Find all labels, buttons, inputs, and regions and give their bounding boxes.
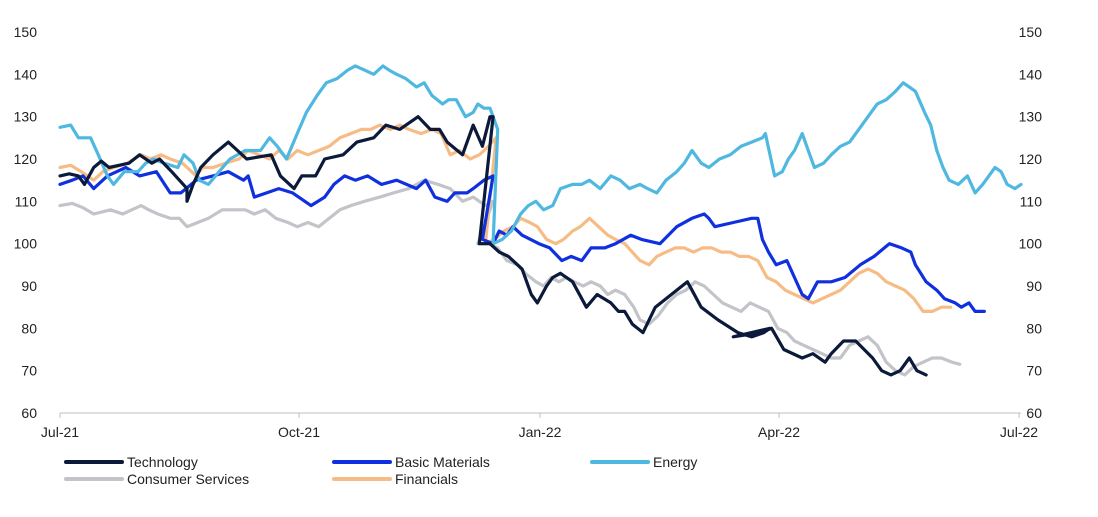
series-line-energy [58,64,1023,246]
y-tick-label-right: 130 [1019,109,1043,125]
x-tick-label: Jul-22 [1000,424,1038,440]
y-tick-label-right: 100 [1019,236,1043,252]
series-line-financials [58,123,953,313]
x-tick-label: Oct-21 [278,424,320,440]
series-line-basic-materials [58,165,986,313]
series-layer [58,64,1023,377]
axis-layer: 150 150 140 140 130 130 120 120 110 110 100 100 90 90… [14,24,1043,440]
y-tick-label-right: 140 [1019,66,1043,82]
y-tick-label-left: 90 [21,278,37,294]
y-tick-label-right: 120 [1019,151,1043,167]
legend-label-basic-materials: Basic Materials [395,454,490,470]
y-tick-label-left: 120 [14,151,38,167]
y-tick-label-left: 110 [15,193,38,209]
legend-label-technology: Technology [127,454,198,470]
y-tick-label-right: 150 [1019,24,1043,40]
y-tick-label-left: 80 [21,320,37,336]
y-tick-label-left: 70 [21,363,37,379]
x-tick-label: Apr-22 [758,424,800,440]
legend-label-consumer-services: Consumer Services [127,471,249,487]
legend-label-energy: Energy [653,454,697,470]
y-tick-label-right: 60 [1026,405,1042,421]
series-line-technology [58,115,928,377]
y-tick-label-left: 130 [14,109,38,125]
y-tick-label-left: 60 [21,405,37,421]
series-line-consumer-services [58,178,962,377]
y-tick-label-left: 140 [14,66,38,82]
y-tick-label-right: 110 [1020,193,1043,209]
legend: Technology Basic Materials Energy Consumer … [64,454,697,487]
y-tick-label-left: 100 [14,236,38,252]
y-tick-label-left: 150 [14,24,38,40]
y-tick-label-right: 90 [1026,278,1042,294]
y-tick-label-right: 70 [1026,363,1042,379]
x-tick-label: Jul-21 [41,424,79,440]
y-tick-label-right: 80 [1026,320,1042,336]
legend-label-financials: Financials [395,471,458,487]
x-tick-label: Jan-22 [519,424,562,440]
